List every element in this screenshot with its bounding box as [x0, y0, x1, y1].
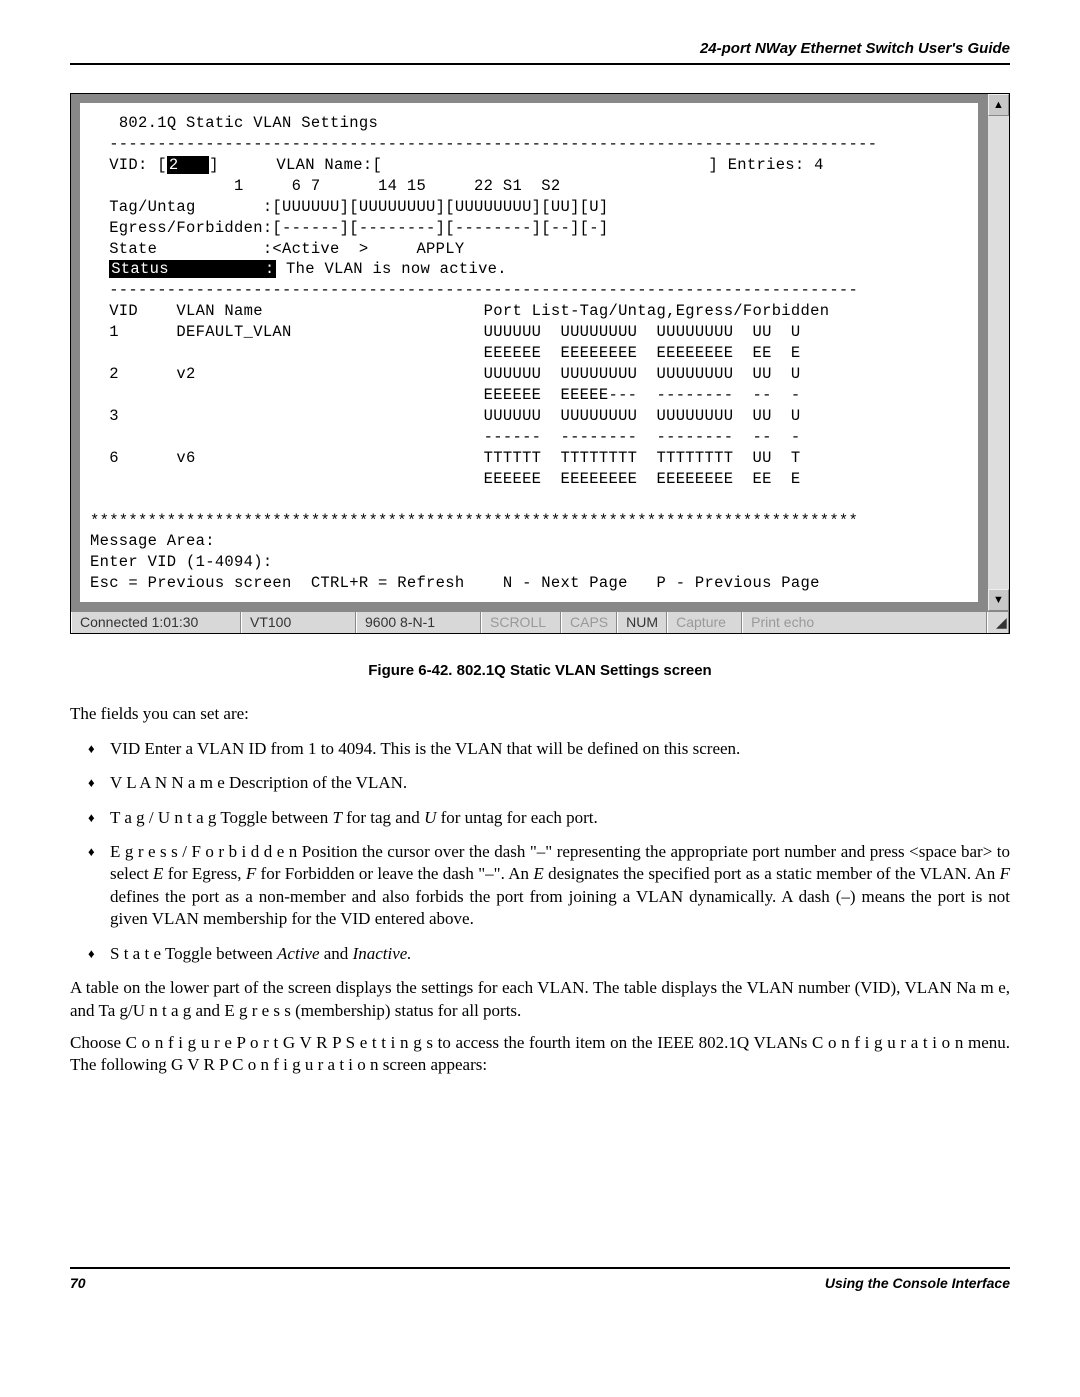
vid-input[interactable]: 2 [167, 156, 209, 174]
page-footer: 70 Using the Console Interface [70, 1267, 1010, 1291]
scrollbar[interactable]: ▲ ▼ [987, 94, 1009, 611]
list-item: S t a t e Toggle between Active and Inac… [88, 943, 1010, 965]
status-echo: Print echo [742, 612, 987, 633]
page-header: 24-port NWay Ethernet Switch User's Guid… [70, 40, 1010, 65]
scroll-up-icon[interactable]: ▲ [988, 94, 1009, 116]
field-list: VID Enter a VLAN ID from 1 to 4094. This… [88, 738, 1010, 966]
status-terminal: VT100 [241, 612, 356, 633]
paragraph: A table on the lower part of the screen … [70, 977, 1010, 1022]
status-scroll: SCROLL [481, 612, 561, 633]
status-capture: Capture [667, 612, 742, 633]
resize-grip-icon[interactable]: ◢ [987, 612, 1009, 633]
terminal-window: 802.1Q Static VLAN Settings ------------… [70, 93, 1010, 634]
figure-caption: Figure 6-42. 802.1Q Static VLAN Settings… [70, 662, 1010, 679]
status-bar: Connected 1:01:30 VT100 9600 8-N-1 SCROL… [71, 611, 1009, 633]
status-caps: CAPS [561, 612, 617, 633]
status-num: NUM [617, 612, 667, 633]
page-number: 70 [70, 1275, 86, 1291]
status-label: Status : [109, 260, 276, 278]
paragraph: Choose C o n f i g u r e P o r t G V R P… [70, 1032, 1010, 1077]
intro-text: The fields you can set are: [70, 703, 1010, 725]
status-connected: Connected 1:01:30 [71, 612, 241, 633]
list-item: V L A N N a m e Description of the VLAN. [88, 772, 1010, 794]
terminal-screen: 802.1Q Static VLAN Settings ------------… [80, 103, 978, 602]
list-item: VID Enter a VLAN ID from 1 to 4094. This… [88, 738, 1010, 760]
list-item: T a g / U n t a g Toggle between T for t… [88, 807, 1010, 829]
footer-section: Using the Console Interface [825, 1275, 1010, 1291]
scroll-down-icon[interactable]: ▼ [988, 589, 1009, 611]
status-baud: 9600 8-N-1 [356, 612, 481, 633]
list-item: E g r e s s / F o r b i d d e n Position… [88, 841, 1010, 931]
